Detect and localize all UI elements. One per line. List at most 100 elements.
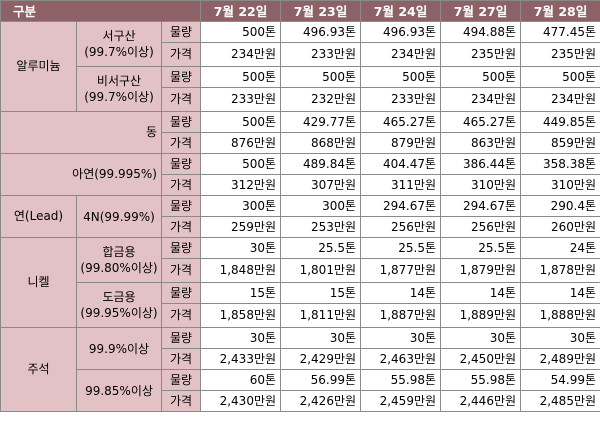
table-cell: 233만원: [280, 42, 362, 67]
table-row: 비서구산 (99.7%이상) 물량 500톤 500톤 500톤 500톤 500…: [1, 66, 600, 112]
table-cell: 1,858만원: [200, 303, 282, 328]
table-cell: 496.93톤: [360, 21, 442, 43]
table-cell: 2,485만원: [520, 390, 600, 412]
table-cell: 235만원: [440, 42, 522, 67]
metric-price-label: 가격: [160, 87, 202, 112]
table-cell: 2,429만원: [280, 348, 362, 370]
table-cell: 30톤: [520, 327, 600, 349]
table-cell: 500톤: [280, 66, 362, 88]
table-cell: 477.45톤: [520, 21, 600, 43]
table-cell: 25.5톤: [440, 237, 522, 259]
table-cell: 859만원: [520, 132, 600, 154]
table-cell: 489.84톤: [280, 153, 362, 175]
table-cell: 233만원: [360, 87, 442, 112]
metric-volume-label: 물량: [160, 195, 202, 217]
table-cell: 1,801만원: [280, 258, 362, 283]
table-cell: 294.67톤: [360, 195, 442, 217]
metric-volume-label: 물량: [160, 369, 202, 391]
table-row: 가격 1,848만원 1,801만원 1,877만원 1,879만원 1,878…: [1, 258, 600, 283]
table-cell: 234만원: [360, 42, 442, 67]
table-cell: 311만원: [360, 174, 442, 196]
subcategory-nonwestern: 비서구산 (99.7%이상): [76, 66, 162, 112]
table-cell: 232만원: [280, 87, 362, 112]
category-copper: 동: [0, 111, 162, 154]
table-cell: 404.47톤: [360, 153, 442, 175]
table-cell: 15톤: [200, 282, 282, 304]
table-cell: 24톤: [520, 237, 600, 259]
table-cell: 260만원: [520, 216, 600, 238]
table-cell: 25.5톤: [280, 237, 362, 259]
metric-volume-label: 물량: [160, 237, 202, 259]
subcategory-western: 서구산 (99.7%이상): [76, 21, 162, 67]
table-cell: 2,426만원: [280, 390, 362, 412]
table-cell: 879만원: [360, 132, 442, 154]
metric-price-label: 가격: [160, 132, 202, 154]
table-row: 동 물량 500톤 429.77톤 465.27톤 465.27톤 449.85…: [0, 111, 600, 154]
header-date: 7월 22일: [200, 0, 282, 22]
table-row: 99.85%이상 물량 60톤 56.99톤 55.98톤 55.98톤 54.…: [1, 369, 600, 412]
table-cell: 30톤: [440, 327, 522, 349]
table-cell: 54.99톤: [520, 369, 600, 391]
table-cell: 465.27톤: [440, 111, 522, 133]
header-date: 7월 23일: [280, 0, 362, 22]
table-cell: 310만원: [440, 174, 522, 196]
table-row: 가격 234만원 233만원 234만원 235만원 235만원: [1, 42, 600, 67]
table-row: 도금용 (99.95%이상) 물량 15톤 15톤 14톤 14톤 14톤: [1, 282, 600, 328]
subcategory-tin-9985: 99.85%이상: [76, 369, 162, 412]
table-row: 아연(99.995%) 물량 500톤 489.84톤 404.47톤 386.…: [0, 153, 600, 196]
table-cell: 259만원: [200, 216, 282, 238]
table-cell: 307만원: [280, 174, 362, 196]
table-row: 알루미늄 서구산 (99.7%이상) 물량 500톤 496.93톤 496.93…: [0, 21, 600, 112]
table-cell: 312만원: [200, 174, 282, 196]
table-row: 연(Lead) 4N(99.99%) 물량 300톤 300톤 294.67톤 …: [0, 195, 600, 238]
header-row: 구분 7월 22일 7월 23일 7월 24일 7월 27일 7월 28일: [0, 0, 600, 22]
metric-price-label: 가격: [160, 216, 202, 238]
table-cell: 358.38톤: [520, 153, 600, 175]
table-cell: 876만원: [200, 132, 282, 154]
header-date: 7월 27일: [440, 0, 522, 22]
table-cell: 500톤: [440, 66, 522, 88]
table-cell: 2,446만원: [440, 390, 522, 412]
table-cell: 1,811만원: [280, 303, 362, 328]
table-cell: 1,889만원: [440, 303, 522, 328]
table-cell: 500톤: [200, 21, 282, 43]
table-cell: 2,459만원: [360, 390, 442, 412]
table-cell: 14톤: [360, 282, 442, 304]
metric-volume-label: 물량: [160, 21, 202, 43]
table-row: 가격 2,433만원 2,429만원 2,463만원 2,450만원 2,489…: [1, 348, 600, 370]
table-cell: 500톤: [200, 66, 282, 88]
metric-price-label: 가격: [160, 174, 202, 196]
table-cell: 1,879만원: [440, 258, 522, 283]
table-cell: 233만원: [200, 87, 282, 112]
table-cell: 30톤: [360, 327, 442, 349]
header-category: 구분: [0, 0, 202, 22]
table-cell: 1,887만원: [360, 303, 442, 328]
category-zinc: 아연(99.995%): [0, 153, 162, 196]
table-row: 가격 259만원 253만원 256만원 256만원 260만원: [1, 216, 600, 238]
table-cell: 500톤: [360, 66, 442, 88]
table-cell: 290.4톤: [520, 195, 600, 217]
category-tin: 주석: [0, 327, 77, 412]
table-cell: 1,878만원: [520, 258, 600, 283]
table-cell: 465.27톤: [360, 111, 442, 133]
metric-price-label: 가격: [160, 303, 202, 328]
table-cell: 500톤: [200, 153, 282, 175]
table-cell: 256만원: [440, 216, 522, 238]
table-cell: 449.85톤: [520, 111, 600, 133]
table-cell: 300톤: [280, 195, 362, 217]
table-cell: 868만원: [280, 132, 362, 154]
table-cell: 2,433만원: [200, 348, 282, 370]
metric-price-label: 가격: [160, 348, 202, 370]
table-cell: 30톤: [200, 237, 282, 259]
table-row: 주석 99.9%이상 물량 30톤 30톤 30톤 30톤 30톤: [0, 327, 600, 412]
table-cell: 60톤: [200, 369, 282, 391]
metric-volume-label: 물량: [160, 111, 202, 133]
table-cell: 15톤: [280, 282, 362, 304]
table-cell: 56.99톤: [280, 369, 362, 391]
subcategory-alloy: 합금용 (99.80%이상): [76, 237, 162, 283]
table-cell: 1,877만원: [360, 258, 442, 283]
table-cell: 1,848만원: [200, 258, 282, 283]
metric-volume-label: 물량: [160, 153, 202, 175]
table-cell: 234만원: [200, 42, 282, 67]
table-cell: 2,430만원: [200, 390, 282, 412]
